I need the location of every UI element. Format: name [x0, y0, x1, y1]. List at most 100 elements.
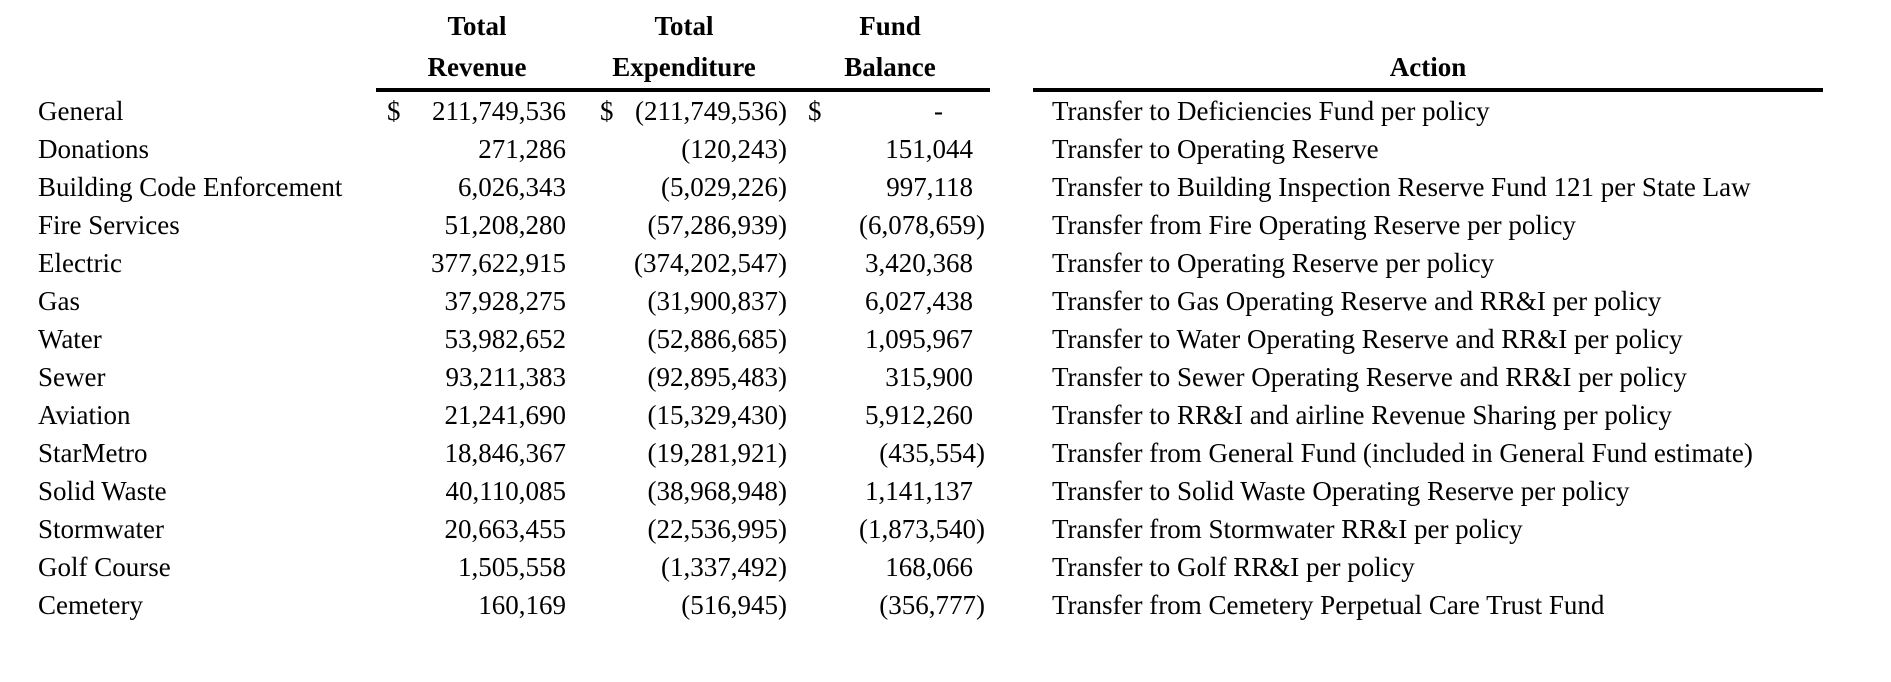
header-total-revenue-line2: Revenue — [376, 46, 578, 92]
fund-balance-value: 315,900 — [885, 362, 973, 392]
total-expenditure-cell: (57,286,939) — [578, 206, 790, 244]
header-fund-balance-line2: Balance — [790, 46, 990, 92]
fund-balance-value: 151,044 — [885, 134, 973, 164]
total-expenditure-cell: (19,281,921) — [578, 434, 790, 472]
column-gap — [990, 320, 1033, 358]
total-expenditure-value: (22,536,995) — [647, 514, 787, 544]
total-revenue-cell: 271,286 — [376, 130, 578, 168]
total-expenditure-cell: (38,968,948) — [578, 472, 790, 510]
fund-balance-value: (435,554) — [879, 438, 985, 468]
fund-name: Water — [38, 324, 102, 354]
column-gap — [990, 282, 1033, 320]
action-text: Transfer to Deficiencies Fund per policy — [1052, 96, 1490, 126]
total-revenue-value: 53,982,652 — [444, 324, 567, 354]
total-revenue-cell: 160,169 — [376, 586, 578, 624]
fund-summary-table: Total Total Fund Revenue Expenditure Bal… — [38, 2, 1823, 624]
fund-name: Fire Services — [38, 210, 180, 240]
fund-balance-cell: 3,420,368 — [790, 244, 990, 282]
action-text: Transfer to Operating Reserve per policy — [1052, 248, 1495, 278]
fund-balance-cell: 1,095,967 — [790, 320, 990, 358]
total-revenue-value: 18,846,367 — [444, 438, 567, 468]
total-expenditure-value: (516,945) — [681, 590, 787, 620]
fund-balance-value: 997,118 — [886, 172, 973, 202]
fund-name: Aviation — [38, 400, 131, 430]
fund-balance-cell: (1,873,540) — [790, 510, 990, 548]
fund-balance-cell: 997,118 — [790, 168, 990, 206]
header-total-revenue-line1: Total — [447, 11, 507, 41]
total-revenue-value: 37,928,275 — [444, 286, 567, 316]
total-expenditure-cell: (516,945) — [578, 586, 790, 624]
column-gap — [990, 472, 1033, 510]
total-revenue-cell: 6,026,343 — [376, 168, 578, 206]
action-text: Transfer to RR&I and airline Revenue Sha… — [1052, 400, 1672, 430]
column-gap — [990, 586, 1033, 624]
fund-balance-value: 6,027,438 — [865, 286, 973, 316]
column-gap — [990, 130, 1033, 168]
total-revenue-cell: 377,622,915 — [376, 244, 578, 282]
total-revenue-cell: 37,928,275 — [376, 282, 578, 320]
action-text: Transfer from Cemetery Perpetual Care Tr… — [1052, 590, 1605, 620]
total-revenue-value: 20,663,455 — [444, 514, 567, 544]
total-expenditure-cell: (52,886,685) — [578, 320, 790, 358]
fund-balance-value: (6,078,659) — [859, 210, 985, 240]
action-text: Transfer from Fire Operating Reserve per… — [1052, 210, 1576, 240]
fund-balance-value: 168,066 — [885, 552, 973, 582]
fund-balance-value: (1,873,540) — [859, 514, 985, 544]
total-expenditure-cell: (374,202,547) — [578, 244, 790, 282]
total-expenditure-value: (57,286,939) — [647, 210, 787, 240]
total-expenditure-value: (19,281,921) — [647, 438, 787, 468]
fund-name: General — [38, 96, 124, 126]
header-total-expenditure-line1: Total — [654, 11, 714, 41]
total-revenue-cell: 1,505,558 — [376, 548, 578, 586]
total-revenue-cell: $ 211,749,536 — [376, 92, 578, 130]
fund-balance-value: - — [934, 96, 943, 126]
action-text: Transfer to Building Inspection Reserve … — [1052, 172, 1751, 202]
total-expenditure-value: (92,895,483) — [647, 362, 787, 392]
action-text: Transfer from Stormwater RR&I per policy — [1052, 514, 1523, 544]
fund-balance-cell: (435,554) — [790, 434, 990, 472]
total-expenditure-value: (15,329,430) — [647, 400, 787, 430]
action-text: Transfer to Golf RR&I per policy — [1052, 552, 1415, 582]
fund-name: Solid Waste — [38, 476, 167, 506]
column-gap — [990, 206, 1033, 244]
fund-balance-value: (356,777) — [879, 590, 985, 620]
total-expenditure-cell: (22,536,995) — [578, 510, 790, 548]
currency-symbol: $ — [808, 96, 822, 126]
header-action: Action — [1033, 46, 1823, 92]
fund-balance-cell: $ - — [790, 92, 990, 130]
header-gap2 — [990, 46, 1033, 92]
total-revenue-value: 6,026,343 — [458, 172, 566, 202]
total-expenditure-cell: (1,337,492) — [578, 548, 790, 586]
header-fund-spacer — [38, 2, 376, 46]
total-expenditure-value: (38,968,948) — [647, 476, 787, 506]
fund-name: Golf Course — [38, 552, 171, 582]
currency-symbol: $ — [387, 96, 401, 126]
total-expenditure-cell: (31,900,837) — [578, 282, 790, 320]
total-expenditure-value: (52,886,685) — [647, 324, 787, 354]
fund-balance-cell: 151,044 — [790, 130, 990, 168]
fund-name: Electric — [38, 248, 122, 278]
fund-name: Cemetery — [38, 590, 143, 620]
total-expenditure-cell: (120,243) — [578, 130, 790, 168]
fund-name: Sewer — [38, 362, 106, 392]
total-expenditure-cell: $ (211,749,536) — [578, 92, 790, 130]
total-expenditure-value: (211,749,536) — [635, 96, 787, 126]
action-text: Transfer to Operating Reserve — [1052, 134, 1379, 164]
column-gap — [990, 396, 1033, 434]
fund-balance-value: 3,420,368 — [865, 248, 973, 278]
action-text: Transfer from General Fund (included in … — [1052, 438, 1753, 468]
header-fund-balance-line1: Fund — [859, 11, 921, 41]
header-total-expenditure-line2: Expenditure — [578, 46, 790, 92]
total-revenue-cell: 93,211,383 — [376, 358, 578, 396]
total-expenditure-cell: (92,895,483) — [578, 358, 790, 396]
fund-balance-cell: 5,912,260 — [790, 396, 990, 434]
fund-name: StarMetro — [38, 438, 148, 468]
total-revenue-cell: 18,846,367 — [376, 434, 578, 472]
fund-name: Stormwater — [38, 514, 164, 544]
total-expenditure-value: (5,029,226) — [661, 172, 787, 202]
column-gap — [990, 92, 1033, 130]
column-gap — [990, 168, 1033, 206]
total-revenue-value: 211,749,536 — [432, 96, 566, 126]
header-fund-spacer2 — [38, 46, 376, 92]
